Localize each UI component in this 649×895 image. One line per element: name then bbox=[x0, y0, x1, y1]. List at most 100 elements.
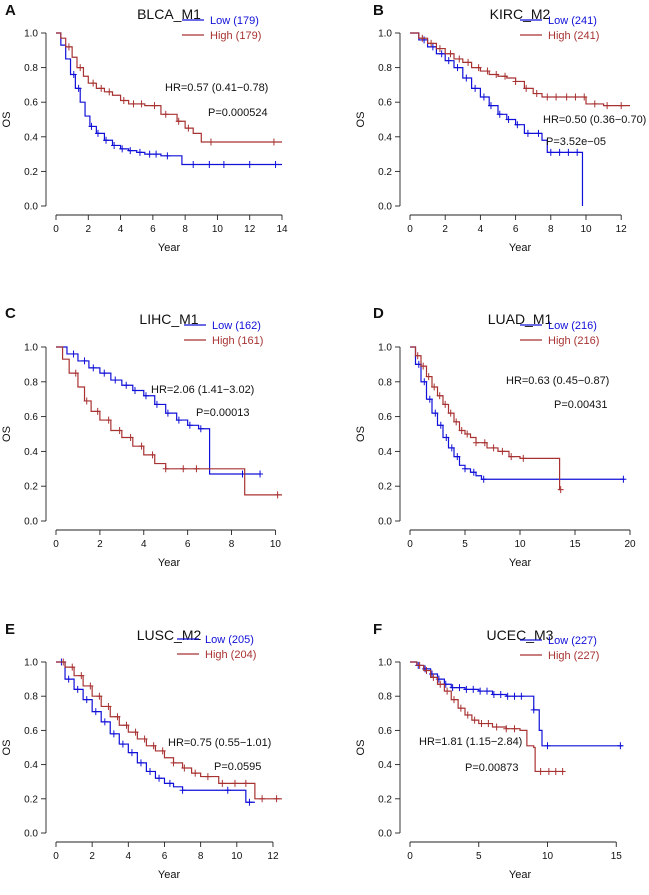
censor-mark-low bbox=[92, 708, 99, 716]
censor-mark-high bbox=[414, 352, 421, 360]
y-tick-label: 0.8 bbox=[378, 63, 392, 74]
censor-mark-high bbox=[98, 84, 105, 92]
censor-mark-high bbox=[83, 397, 90, 405]
x-tick-label: 14 bbox=[276, 224, 288, 235]
censor-mark-low bbox=[443, 433, 450, 441]
censor-mark-low bbox=[620, 475, 627, 483]
censor-mark-low bbox=[175, 416, 182, 424]
censor-mark-high bbox=[436, 392, 443, 400]
censor-mark-low bbox=[518, 692, 525, 700]
censor-mark-low bbox=[490, 690, 497, 698]
censor-mark-high bbox=[185, 124, 192, 132]
censor-mark-low bbox=[497, 690, 504, 698]
hazard-ratio-label: HR=0.50 (0.36−0.70) bbox=[543, 114, 646, 126]
censor-mark-low bbox=[484, 687, 490, 695]
panel-letter: B bbox=[373, 2, 384, 19]
censor-mark-high bbox=[416, 661, 423, 669]
censor-mark-high bbox=[604, 102, 611, 110]
censor-mark-high bbox=[141, 735, 148, 743]
legend: Low (179) High (179) bbox=[182, 15, 261, 42]
censor-mark-high bbox=[270, 138, 277, 146]
censor-mark-high bbox=[428, 39, 435, 47]
censor-mark-low bbox=[119, 740, 126, 748]
y-tick-label: 0.0 bbox=[24, 829, 38, 840]
censor-mark-low bbox=[65, 675, 72, 683]
censor-mark-low bbox=[197, 425, 204, 433]
censor-mark-low bbox=[70, 350, 77, 358]
censor-mark-high bbox=[193, 465, 200, 473]
censor-mark-low bbox=[101, 369, 108, 377]
censor-mark-low bbox=[463, 685, 470, 693]
censor-mark-low bbox=[153, 150, 160, 158]
p-value-label: P=0.0595 bbox=[214, 761, 261, 773]
p-value-label: P=0.00431 bbox=[554, 399, 608, 411]
y-tick-label: 0.8 bbox=[378, 692, 392, 703]
y-tick-label: 0.6 bbox=[378, 412, 392, 423]
censor-mark-low bbox=[70, 71, 77, 79]
censor-mark-high bbox=[127, 433, 134, 441]
censor-mark-low bbox=[448, 444, 455, 452]
censor-mark-high bbox=[537, 767, 544, 775]
x-tick-label: 0 bbox=[407, 224, 413, 235]
censor-mark-low bbox=[123, 381, 130, 389]
x-tick-label: 12 bbox=[616, 224, 628, 235]
x-tick-label: 0 bbox=[407, 851, 413, 862]
y-tick-label: 0.6 bbox=[24, 412, 38, 423]
legend-label-high: High (216) bbox=[548, 335, 599, 347]
y-tick-label: 0.4 bbox=[378, 760, 392, 771]
censor-mark-low bbox=[487, 102, 494, 110]
censor-mark-high bbox=[493, 723, 500, 731]
censor-mark-high bbox=[591, 100, 598, 108]
censor-mark-low bbox=[112, 376, 119, 384]
censor-mark-high bbox=[274, 491, 281, 499]
censor-mark-high bbox=[444, 687, 451, 695]
y-tick-label: 0.0 bbox=[378, 202, 392, 213]
censor-mark-high bbox=[457, 704, 464, 712]
survival-curve-high bbox=[410, 32, 630, 107]
censor-mark-low bbox=[224, 786, 231, 794]
censor-mark-high bbox=[94, 407, 101, 415]
y-tick-label: 0.2 bbox=[378, 794, 392, 805]
x-tick-label: 4 bbox=[126, 851, 132, 862]
censor-mark-low bbox=[421, 378, 428, 386]
censor-mark-high bbox=[78, 672, 85, 680]
censor-mark-low bbox=[437, 421, 444, 429]
x-tick-label: 2 bbox=[89, 851, 95, 862]
y-tick-label: 0.0 bbox=[24, 517, 38, 528]
y-tick-label: 0.4 bbox=[378, 447, 392, 458]
censor-mark-high bbox=[242, 779, 249, 787]
censor-mark-high bbox=[87, 682, 94, 690]
legend-label-low: Low (179) bbox=[210, 15, 259, 27]
censor-mark-high bbox=[447, 50, 454, 58]
hazard-ratio-label: HR=0.75 (0.55−1.01) bbox=[168, 737, 271, 749]
censor-mark-high bbox=[120, 96, 127, 104]
survival-curve-high bbox=[56, 32, 282, 143]
censor-mark-low bbox=[445, 57, 452, 65]
censor-mark-low bbox=[257, 470, 264, 478]
censor-mark-low bbox=[470, 468, 477, 476]
censor-mark-high bbox=[425, 373, 432, 381]
censor-mark-high bbox=[618, 102, 625, 110]
censor-mark-low bbox=[75, 84, 82, 92]
x-tick-label: 0 bbox=[53, 851, 59, 862]
x-tick-label: 4 bbox=[141, 539, 147, 550]
censor-mark-low bbox=[429, 670, 435, 678]
censor-mark-high bbox=[475, 64, 482, 72]
censor-mark-low bbox=[156, 774, 163, 782]
legend-label-high: High (179) bbox=[210, 30, 261, 42]
censor-mark-low bbox=[142, 392, 149, 400]
chart-title: LUSC_M2 bbox=[137, 627, 202, 643]
y-tick-label: 0.6 bbox=[378, 98, 392, 109]
censor-mark-low bbox=[456, 684, 463, 692]
x-tick-label: 6 bbox=[162, 851, 168, 862]
x-axis-label: Year bbox=[158, 869, 181, 881]
censor-mark-low bbox=[246, 160, 253, 168]
x-tick-label: 8 bbox=[548, 224, 554, 235]
y-tick-label: 0.4 bbox=[378, 132, 392, 143]
y-tick-label: 0.8 bbox=[378, 377, 392, 388]
censor-mark-low bbox=[119, 145, 126, 153]
censor-mark-low bbox=[574, 148, 581, 156]
y-tick-label: 0.6 bbox=[378, 726, 392, 737]
x-tick-label: 10 bbox=[270, 539, 282, 550]
legend-label-low: Low (241) bbox=[548, 15, 597, 27]
